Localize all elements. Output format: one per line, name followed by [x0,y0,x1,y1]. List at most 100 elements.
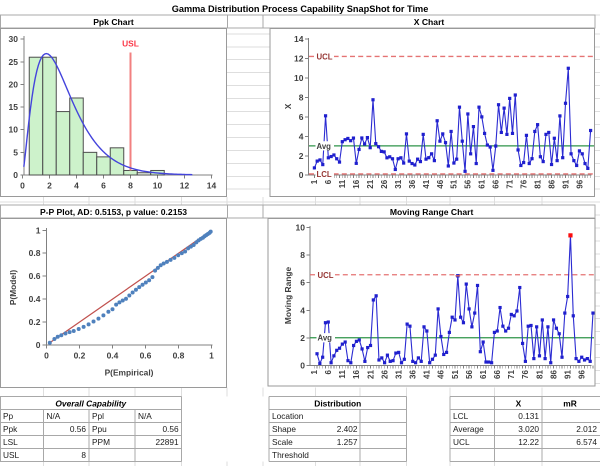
svg-text:0.56: 0.56 [162,424,179,434]
svg-text:4: 4 [299,131,304,141]
svg-text:12: 12 [180,181,190,191]
svg-text:10: 10 [9,125,19,135]
svg-text:0.6: 0.6 [29,271,41,281]
svg-text:Pp: Pp [3,411,14,421]
svg-text:Scale: Scale [272,437,293,447]
svg-text:46: 46 [436,179,445,188]
svg-text:41: 41 [423,370,432,379]
svg-text:USL: USL [122,39,139,49]
svg-text:Avg: Avg [317,142,332,151]
svg-text:46: 46 [437,370,446,379]
svg-text:66: 66 [492,179,501,188]
svg-text:76: 76 [521,370,530,379]
svg-text:81: 81 [535,370,544,379]
svg-text:6: 6 [299,112,304,122]
svg-text:P(Model): P(Model) [8,270,18,306]
svg-text:66: 66 [493,370,502,379]
svg-text:56: 56 [464,179,473,188]
svg-text:UCL: UCL [317,52,333,61]
svg-text:UCL: UCL [318,271,334,280]
svg-text:Ppk Chart: Ppk Chart [93,17,134,27]
svg-text:Distribution: Distribution [314,399,361,409]
svg-text:21: 21 [366,179,375,188]
svg-text:11: 11 [338,370,347,379]
svg-text:6: 6 [324,179,333,184]
svg-text:8: 8 [300,250,305,260]
svg-text:8: 8 [299,92,304,102]
svg-text:0: 0 [44,351,49,361]
svg-text:86: 86 [547,179,556,188]
svg-text:26: 26 [380,179,389,188]
svg-text:LCL: LCL [453,411,469,421]
svg-text:22891: 22891 [156,437,179,447]
svg-text:11: 11 [338,179,347,188]
svg-text:0: 0 [300,361,305,371]
svg-text:15: 15 [9,102,19,112]
svg-text:0.4: 0.4 [107,351,119,361]
svg-text:10: 10 [296,223,306,233]
svg-text:10: 10 [153,181,163,191]
svg-text:PPM: PPM [92,437,110,447]
svg-text:0.8: 0.8 [173,351,185,361]
svg-text:81: 81 [533,179,542,188]
svg-text:8: 8 [81,450,86,460]
svg-text:51: 51 [450,179,459,188]
svg-text:20: 20 [9,79,19,89]
svg-text:56: 56 [465,370,474,379]
svg-text:12: 12 [294,54,304,64]
svg-text:6: 6 [324,370,333,375]
svg-text:2: 2 [299,151,304,161]
svg-text:1.257: 1.257 [337,437,358,447]
svg-text:5: 5 [13,147,18,157]
svg-text:86: 86 [549,370,558,379]
svg-text:X: X [283,103,293,109]
svg-text:36: 36 [408,179,417,188]
svg-text:0.4: 0.4 [29,294,41,304]
svg-text:P(Empirical): P(Empirical) [105,368,154,378]
svg-text:2: 2 [47,181,52,191]
svg-text:41: 41 [422,179,431,188]
svg-text:10: 10 [294,73,304,83]
svg-text:14: 14 [294,34,304,44]
svg-text:2: 2 [300,333,305,343]
svg-text:0.6: 0.6 [140,351,152,361]
svg-text:USL: USL [3,450,20,460]
svg-text:Average: Average [453,424,484,434]
svg-text:1: 1 [209,351,214,361]
svg-text:6: 6 [300,278,305,288]
svg-text:26: 26 [380,370,389,379]
svg-text:14: 14 [207,181,217,191]
svg-text:Avg: Avg [318,334,333,343]
svg-text:76: 76 [519,179,528,188]
svg-text:61: 61 [479,370,488,379]
svg-text:Gamma Distribution Process Cap: Gamma Distribution Process Capability Sn… [172,4,429,14]
svg-text:LCL: LCL [317,170,332,179]
svg-text:96: 96 [575,179,584,188]
svg-text:0: 0 [299,170,304,180]
svg-text:0.56: 0.56 [70,424,87,434]
svg-text:71: 71 [506,179,515,188]
svg-text:0.131: 0.131 [518,411,539,421]
svg-text:N/A: N/A [138,411,152,421]
svg-text:4: 4 [74,181,79,191]
svg-text:2.402: 2.402 [337,424,358,434]
svg-text:8: 8 [128,181,133,191]
svg-text:LSL: LSL [3,437,18,447]
svg-text:91: 91 [561,179,570,188]
svg-text:X: X [516,399,522,409]
svg-text:0: 0 [36,340,41,350]
svg-text:30: 30 [9,34,19,44]
svg-text:21: 21 [366,370,375,379]
svg-text:N/A: N/A [47,411,61,421]
svg-text:Overall Capability: Overall Capability [55,399,126,409]
svg-text:91: 91 [563,370,572,379]
svg-text:96: 96 [578,370,587,379]
svg-text:6: 6 [101,181,106,191]
svg-text:Threshold: Threshold [272,450,309,460]
svg-text:16: 16 [352,179,361,188]
svg-text:2.012: 2.012 [576,424,597,434]
svg-text:51: 51 [451,370,460,379]
svg-text:1: 1 [36,225,41,235]
svg-text:mR: mR [563,399,577,409]
svg-text:61: 61 [478,179,487,188]
